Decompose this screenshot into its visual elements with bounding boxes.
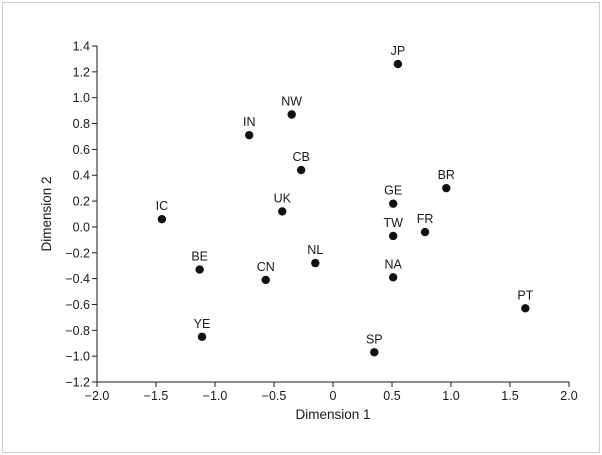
data-point-pt: PT [517, 288, 534, 313]
point-marker [261, 275, 270, 285]
point-label: CN [257, 260, 275, 274]
point-marker [195, 265, 204, 274]
y-tick-label: −1.0 [65, 350, 90, 364]
data-point-ic: IC [156, 199, 169, 224]
point-marker [521, 304, 530, 313]
data-point-nl: NL [307, 243, 323, 268]
x-tick-label: 1.0 [442, 389, 459, 403]
data-points: JP NW IN CB BR GE UK IC TW FR NL BE CN NA PT YE SP [156, 44, 534, 357]
x-tick-label: 2.0 [560, 389, 577, 403]
y-tick-label: 1.2 [73, 65, 90, 79]
point-marker [296, 165, 306, 175]
point-label: GE [384, 184, 402, 198]
data-point-br: BR [438, 168, 455, 193]
y-tick-label: 0.6 [73, 143, 90, 157]
data-point-in: IN [243, 115, 256, 140]
point-label: PT [517, 288, 533, 302]
x-tick-label: −0.5 [262, 389, 287, 403]
y-tick-label: 0.0 [73, 220, 90, 234]
y-tick-label: 1.0 [73, 91, 90, 105]
y-axis-title: Dimension 2 [39, 176, 54, 251]
point-label: CB [292, 150, 309, 164]
data-point-ye: YE [194, 317, 211, 341]
axes [96, 46, 569, 383]
data-point-sp: SP [366, 332, 383, 357]
point-label: BE [191, 250, 208, 264]
x-tick-label: 1.5 [501, 389, 518, 403]
point-label: SP [366, 332, 383, 346]
point-marker [197, 332, 207, 341]
point-marker [442, 183, 451, 193]
data-point-cn: CN [257, 260, 275, 285]
point-label: NW [281, 94, 302, 108]
x-axis-title: Dimension 1 [295, 407, 370, 422]
y-tick-label: 0.2 [73, 195, 90, 209]
point-label: JP [391, 44, 406, 58]
data-point-tw: TW [383, 216, 403, 241]
y-tick-label: −1.2 [65, 376, 90, 390]
y-tick-label: 0.8 [73, 117, 90, 131]
y-tick-label: −0.2 [65, 246, 90, 260]
x-tick-label: −2.0 [85, 389, 110, 403]
point-label: BR [438, 168, 455, 182]
y-tick-label: 0.4 [73, 169, 90, 183]
data-point-fr: FR [417, 212, 434, 237]
point-label: NA [384, 257, 402, 271]
data-point-jp: JP [391, 44, 406, 69]
point-marker [157, 214, 167, 224]
data-point-be: BE [191, 250, 208, 274]
point-label: UK [274, 191, 292, 205]
data-point-nw: NW [281, 94, 302, 119]
x-tick-label: 0.5 [383, 389, 400, 403]
point-marker [245, 130, 254, 140]
point-marker [393, 59, 403, 69]
y-tick-label: −0.4 [65, 272, 90, 286]
point-label: TW [383, 216, 403, 230]
data-point-cb: CB [292, 150, 310, 175]
point-marker [287, 110, 296, 119]
point-label: NL [307, 243, 323, 257]
x-tick-label: −1.0 [203, 389, 228, 403]
point-marker [388, 231, 398, 241]
data-point-na: NA [384, 257, 403, 282]
point-marker [311, 258, 320, 268]
point-marker [420, 227, 430, 237]
y-tick-label: −0.8 [65, 324, 90, 338]
point-marker [278, 207, 287, 216]
point-label: YE [194, 317, 211, 331]
y-axis-ticks: 1.4 1.2 1.0 0.8 0.6 0.4 0.2 0.0 −0.2 −0.4 −0.6 −0.8… [65, 40, 97, 390]
point-label: IN [243, 115, 256, 129]
data-point-uk: UK [274, 191, 292, 216]
point-label: IC [156, 199, 169, 213]
point-label: FR [417, 212, 434, 226]
x-tick-label: 0 [330, 389, 337, 403]
y-tick-label: −0.6 [65, 298, 90, 312]
point-marker [388, 273, 398, 282]
x-tick-label: −1.5 [144, 389, 169, 403]
y-tick-label: 1.4 [73, 40, 90, 54]
data-point-ge: GE [384, 184, 402, 208]
point-marker [388, 199, 398, 208]
x-axis-ticks: −2.0 −1.5 −1.0 −0.5 0 0.5 1.0 1.5 2.0 [85, 382, 578, 403]
point-marker [370, 348, 379, 357]
